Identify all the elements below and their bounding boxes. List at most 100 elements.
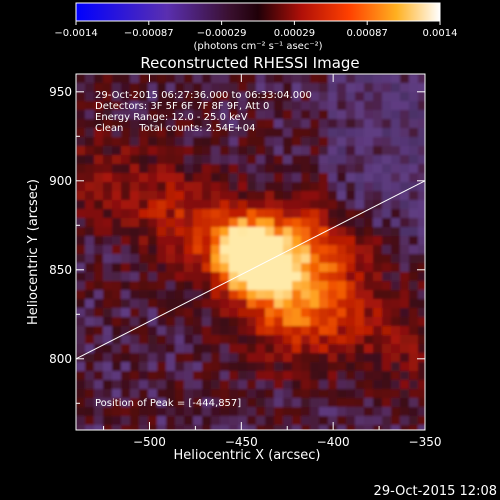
heatmap-cell: [130, 209, 139, 218]
heatmap-cell: [274, 92, 283, 101]
heatmap-cell: [292, 380, 301, 389]
heatmap-cell: [283, 281, 292, 290]
heatmap-cell: [355, 254, 364, 263]
heatmap-cell: [418, 218, 425, 227]
heatmap-cell: [139, 317, 148, 326]
heatmap-cell: [355, 398, 364, 407]
heatmap-cell: [148, 317, 157, 326]
heatmap-cell: [355, 299, 364, 308]
heatmap-cell: [301, 389, 310, 398]
heatmap-cell: [229, 101, 238, 110]
heatmap-cell: [400, 281, 409, 290]
heatmap-cell: [157, 281, 166, 290]
heatmap-cell: [355, 272, 364, 281]
heatmap-cell: [337, 308, 346, 317]
heatmap-cell: [265, 272, 274, 281]
heatmap-cell: [328, 245, 337, 254]
heatmap-cell: [148, 74, 157, 83]
heatmap-cell: [355, 245, 364, 254]
heatmap-cell: [166, 317, 175, 326]
heatmap-cell: [121, 200, 130, 209]
x-tick-label: −400: [317, 435, 350, 449]
heatmap-cell: [148, 101, 157, 110]
heatmap-cell: [220, 380, 229, 389]
heatmap-cell: [130, 83, 139, 92]
heatmap-cell: [373, 317, 382, 326]
heatmap-cell: [274, 236, 283, 245]
heatmap-cell: [184, 155, 193, 164]
heatmap-cell: [130, 128, 139, 137]
heatmap-cell: [247, 398, 256, 407]
heatmap-cell: [355, 308, 364, 317]
heatmap-cell: [184, 326, 193, 335]
heatmap-cell: [76, 227, 85, 236]
heatmap-cell: [211, 218, 220, 227]
heatmap-cell: [328, 191, 337, 200]
heatmap-cell: [400, 236, 409, 245]
heatmap-cell: [283, 245, 292, 254]
heatmap-cell: [247, 191, 256, 200]
heatmap-cell: [139, 191, 148, 200]
heatmap-cell: [337, 74, 346, 83]
heatmap-cell: [166, 308, 175, 317]
heatmap-cell: [274, 74, 283, 83]
heatmap-cell: [103, 407, 112, 416]
heatmap-cell: [76, 407, 85, 416]
heatmap-cell: [256, 290, 265, 299]
heatmap-cell: [175, 164, 184, 173]
heatmap-cell: [328, 290, 337, 299]
heatmap-cell: [418, 83, 425, 92]
heatmap-cell: [409, 227, 418, 236]
heatmap-cell: [418, 416, 425, 425]
heatmap-cell: [418, 164, 425, 173]
heatmap-cell: [328, 164, 337, 173]
heatmap-cell: [256, 200, 265, 209]
heatmap-cell: [418, 281, 425, 290]
heatmap-cell: [409, 146, 418, 155]
heatmap-cell: [175, 191, 184, 200]
heatmap-cell: [265, 245, 274, 254]
heatmap-cell: [121, 128, 130, 137]
heatmap-cell: [373, 83, 382, 92]
heatmap-cell: [166, 137, 175, 146]
heatmap-cell: [148, 380, 157, 389]
heatmap-cell: [310, 209, 319, 218]
heatmap-cell: [283, 380, 292, 389]
heatmap-cell: [130, 407, 139, 416]
heatmap-cell: [148, 425, 157, 430]
heatmap-cell: [229, 335, 238, 344]
heatmap-cell: [193, 389, 202, 398]
heatmap-cell: [166, 353, 175, 362]
heatmap-cell: [391, 407, 400, 416]
y-tick-label: 850: [49, 263, 72, 277]
heatmap-cell: [229, 380, 238, 389]
heatmap-cell: [193, 209, 202, 218]
heatmap-cell: [94, 254, 103, 263]
heatmap-cell: [112, 380, 121, 389]
heatmap-cell: [202, 146, 211, 155]
heatmap-cell: [220, 200, 229, 209]
heatmap-cell: [247, 254, 256, 263]
heatmap-cell: [265, 101, 274, 110]
heatmap-cell: [76, 290, 85, 299]
heatmap-cell: [382, 245, 391, 254]
heatmap-cell: [130, 227, 139, 236]
heatmap-cell: [139, 227, 148, 236]
heatmap-cell: [346, 317, 355, 326]
heatmap-cell: [139, 416, 148, 425]
heatmap-cell: [148, 272, 157, 281]
heatmap-cell: [247, 227, 256, 236]
heatmap-cell: [292, 416, 301, 425]
heatmap-cell: [139, 74, 148, 83]
heatmap-cell: [103, 119, 112, 128]
heatmap-cell: [328, 281, 337, 290]
heatmap-cell: [220, 74, 229, 83]
heatmap-cell: [301, 74, 310, 83]
heatmap-cell: [94, 245, 103, 254]
heatmap-cell: [292, 317, 301, 326]
heatmap-cell: [148, 335, 157, 344]
heatmap-cell: [373, 308, 382, 317]
heatmap-cell: [319, 209, 328, 218]
heatmap-cell: [202, 155, 211, 164]
heatmap-cell: [148, 371, 157, 380]
